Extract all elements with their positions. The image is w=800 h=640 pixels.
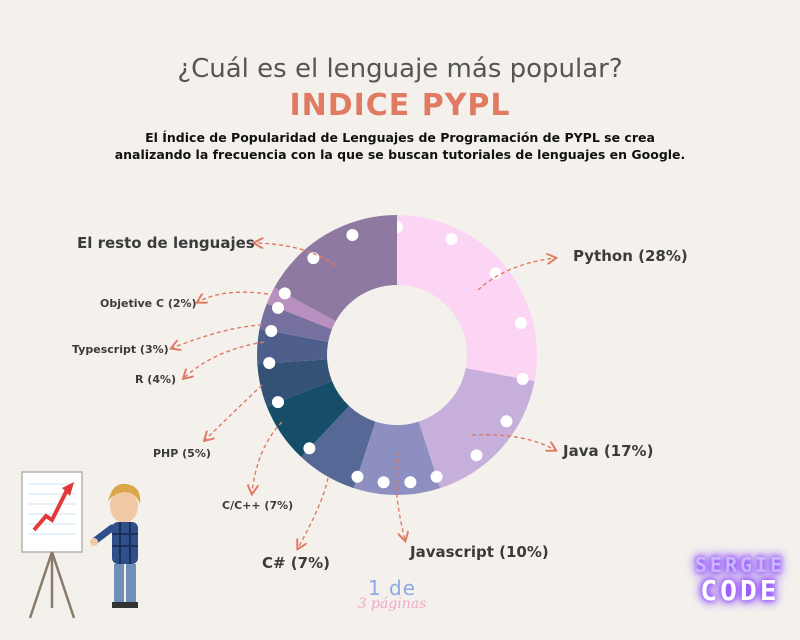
slice-label-5: PHP (5%): [153, 447, 211, 460]
slice-marker-dot: [430, 470, 443, 483]
donut-slice-3: [301, 406, 376, 489]
label-arrow-3: [298, 477, 329, 548]
brand-logo-bottom: CODE: [700, 574, 780, 607]
donut-slice-6: [257, 328, 329, 364]
label-arrow-6: [184, 341, 265, 378]
slice-marker-dot: [470, 449, 483, 462]
slice-marker-dot: [303, 442, 316, 455]
slice-marker-dot: [278, 287, 291, 300]
donut-slice-0: [397, 215, 537, 382]
presenter-illustration: [21, 471, 141, 619]
description-line-2: analizando la frecuencia con la que se b…: [114, 147, 686, 162]
label-arrow-7: [172, 324, 263, 348]
slice-marker-dot: [516, 372, 529, 385]
slice-label-6: R (4%): [135, 373, 177, 386]
slice-label-8: Objetive C (2%): [100, 297, 197, 310]
donut-slice-2: [353, 421, 441, 495]
slice-label-9: El resto de lenguajes: [77, 234, 255, 252]
slice-marker-dot: [514, 317, 527, 330]
slice-label-0: Python (28%): [573, 247, 688, 265]
page-number: 1 de: [367, 576, 417, 600]
slice-label-7: Typescript (3%): [72, 343, 169, 356]
label-arrow-4: [252, 421, 283, 493]
description-line-1: El Índice de Popularidad de Lenguajes de…: [145, 130, 655, 145]
label-arrow-2: [395, 451, 405, 540]
slice-label-4: C/C++ (7%): [222, 499, 294, 512]
label-arrow-8: [198, 291, 269, 302]
page-title: INDICE PYPL: [289, 88, 511, 123]
donut-slice-4: [266, 380, 350, 458]
slice-marker-dot: [271, 396, 284, 409]
slice-marker-dot: [445, 233, 458, 246]
slice-marker-dot: [263, 357, 276, 370]
slice-marker-dot: [346, 229, 359, 242]
slice-marker-dot: [377, 476, 390, 489]
easel-icon: [21, 471, 83, 619]
donut-slice-1: [418, 368, 535, 489]
slice-marker-dot: [404, 476, 417, 489]
slice-marker-dot: [500, 415, 513, 428]
slice-marker-dot: [265, 325, 278, 338]
slice-marker-dot: [271, 301, 284, 314]
slice-label-2: Javascript (10%): [410, 543, 549, 561]
label-arrow-0: [477, 258, 555, 291]
slice-label-1: Java (17%): [563, 442, 654, 460]
slice-label-3: C# (7%): [262, 554, 330, 572]
page-word: 3 páginas: [357, 596, 427, 612]
question-heading: ¿Cuál es el lenguaje más popular?: [177, 54, 623, 84]
label-arrow-9: [255, 243, 336, 266]
brand-logo: SERGIE CODE: [684, 552, 796, 607]
presenter-avatar: [90, 483, 141, 608]
donut-slice-9: [274, 215, 397, 322]
label-arrow-1: [471, 434, 555, 450]
label-arrow-5: [205, 384, 263, 440]
slice-marker-dot: [489, 267, 502, 280]
page-indicator: 1 de 3 páginas: [352, 578, 432, 612]
brand-logo-top: SERGIE: [694, 553, 786, 577]
donut-slice-5: [257, 359, 332, 407]
slice-marker-dot: [351, 470, 364, 483]
